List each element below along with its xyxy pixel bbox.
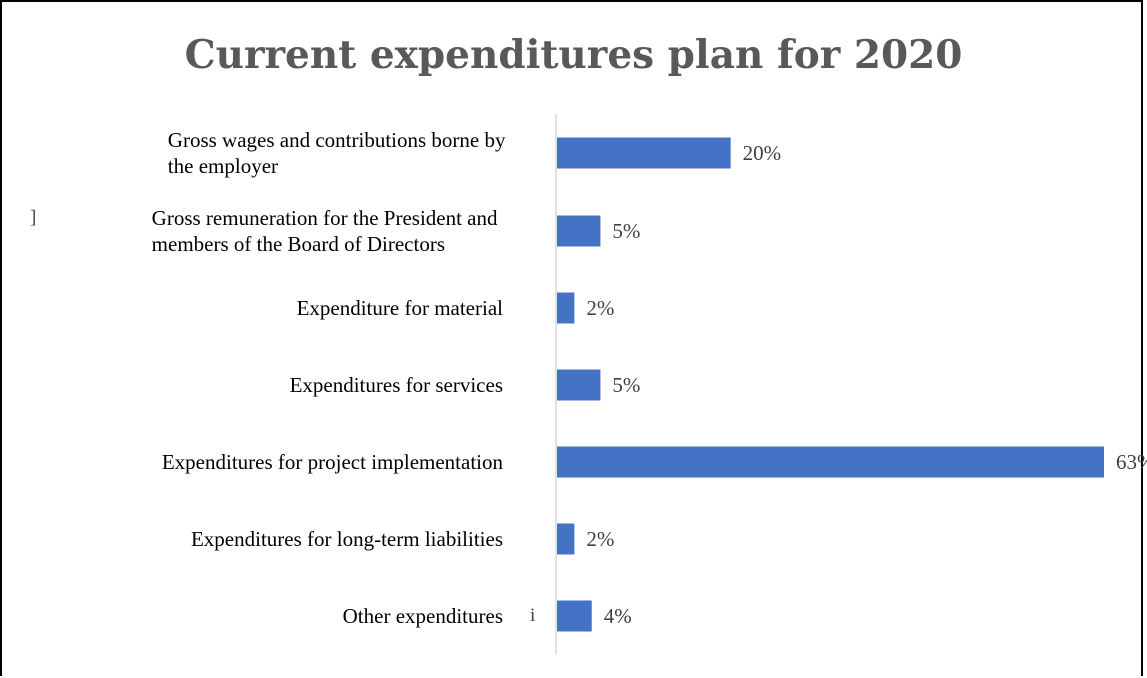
stray-bracket-mark: ] [30,207,37,228]
bar [557,292,575,324]
category-label: Expenditures for long-term liabilities [191,527,503,551]
data-label: 63% [1116,450,1147,474]
category-label: Expenditures for project implementation [162,450,504,474]
category-label-line: Other expenditures [343,604,503,628]
category-label: Expenditure for material [297,296,504,320]
bar [557,446,1104,478]
category-label-line: Gross remuneration for the President and [152,206,498,230]
category-label-line: Expenditures for project implementation [162,450,504,474]
chart-title: Current expenditures plan for 2020 [184,32,963,78]
category-label-line: Gross wages and contributions borne by [168,128,506,152]
bar [557,369,601,401]
stray-letter-mark: i [530,605,536,626]
category-label-line: Expenditure for material [297,296,504,320]
bar [557,215,601,247]
data-label: 4% [604,604,632,628]
category-label-line: Expenditures for long-term liabilities [191,527,503,551]
bar [557,600,592,632]
category-label: Other expenditures [343,604,503,628]
data-label: 2% [586,527,614,551]
bar [557,137,731,169]
category-label: Gross remuneration for the President and… [152,206,498,256]
data-label: 5% [612,219,640,243]
category-label: Gross wages and contributions borne by th… [168,128,506,178]
data-label: 5% [612,373,640,397]
category-label: Expenditures for services [290,373,503,397]
data-label: 2% [586,296,614,320]
category-label-line: the employer [168,154,278,178]
category-label-line: members of the Board of Directors [152,232,445,256]
category-label-line: Expenditures for services [290,373,503,397]
bar [557,523,575,555]
data-label: 20% [743,141,782,165]
